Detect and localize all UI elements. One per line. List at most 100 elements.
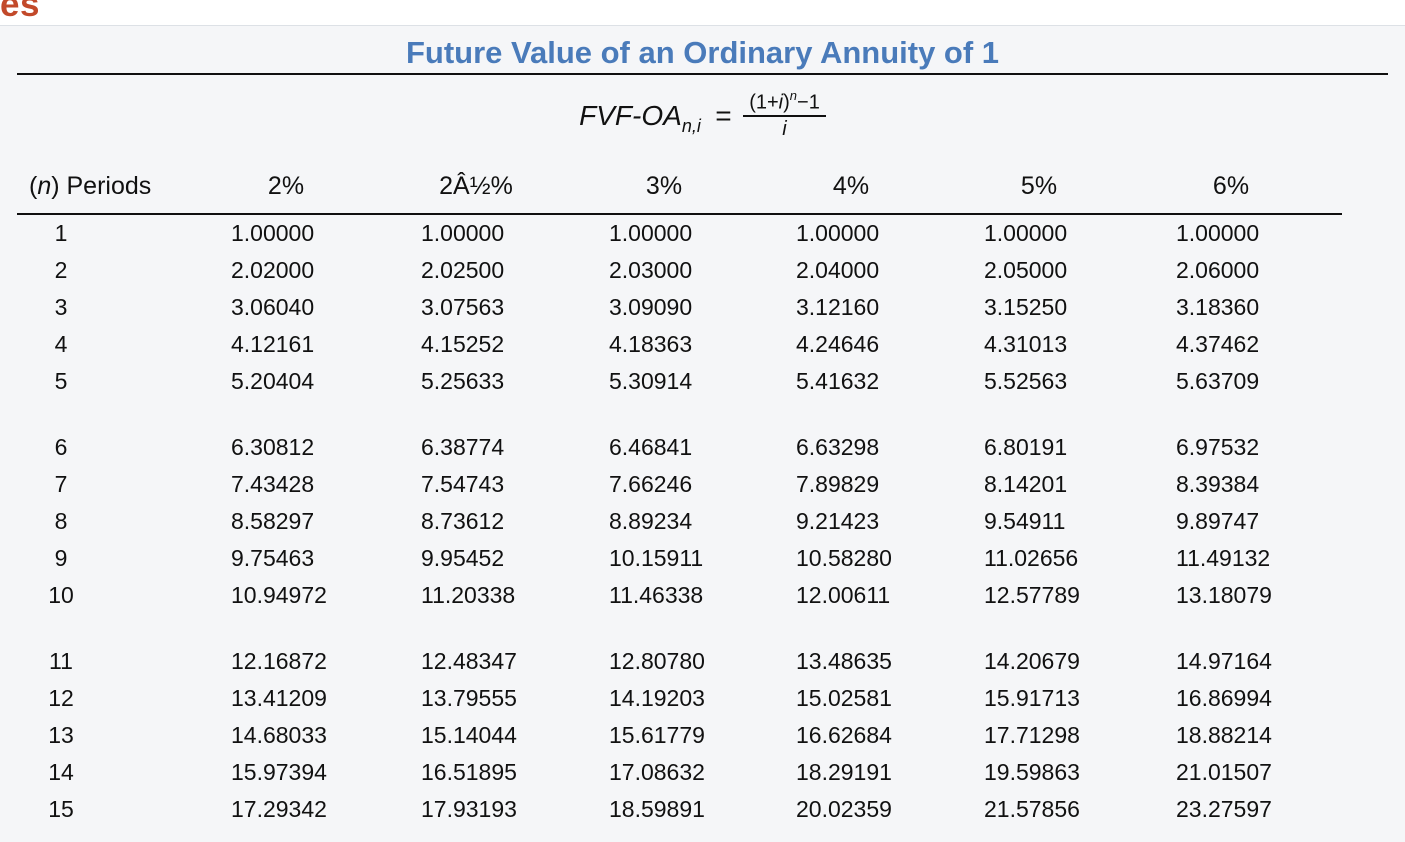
factor-value: 13.18079 — [1176, 582, 1272, 608]
value-cell: 3.18360 — [1143, 289, 1342, 326]
value-cell: 10.94972 — [198, 577, 388, 614]
factor-value: 16.86994 — [1176, 685, 1272, 711]
value-cell: 6.30812 — [198, 429, 388, 466]
value-cell: 12.16872 — [198, 643, 388, 680]
column-header-rate-4pct: 4% — [763, 155, 951, 215]
period-cell: 5 — [17, 363, 198, 400]
value-cell: 15.97394 — [198, 754, 388, 791]
table-header-row: (n) Periods 2% 2Â½% 3% 4% 5% — [17, 155, 1342, 215]
factor-value: 12.16872 — [231, 648, 327, 674]
factor-value: 21.57856 — [984, 796, 1080, 822]
value-cell: 5.52563 — [951, 363, 1143, 400]
factor-value: 18.29191 — [796, 759, 892, 785]
title-rule — [17, 73, 1388, 75]
column-header-rate-2pct: 2% — [198, 155, 388, 215]
value-cell: 6.97532 — [1143, 429, 1342, 466]
value-cell: 1.00000 — [576, 214, 763, 252]
factor-value: 2.02500 — [421, 257, 505, 283]
value-cell: 3.06040 — [198, 289, 388, 326]
value-cell: 18.88214 — [1143, 717, 1342, 754]
factor-value: 6.63298 — [796, 434, 880, 460]
value-cell: 3.07563 — [388, 289, 576, 326]
value-cell: 2.04000 — [763, 252, 951, 289]
factor-value: 10.15911 — [609, 545, 704, 571]
factor-value: 2.06000 — [1176, 257, 1260, 283]
value-cell: 12.80780 — [576, 643, 763, 680]
factor-value: 5.20404 — [231, 368, 315, 394]
factor-value: 14.19203 — [609, 685, 705, 711]
value-cell: 21.01507 — [1143, 754, 1342, 791]
period-cell: 6 — [17, 429, 198, 466]
value-cell: 14.20679 — [951, 643, 1143, 680]
page-heading-fragment: es — [0, 0, 40, 24]
factor-value: 5.63709 — [1176, 368, 1260, 394]
factor-value: 6.38774 — [421, 434, 505, 460]
factor-value: 15.91713 — [984, 685, 1080, 711]
table-row: 8 8.58297 8.73612 8.89234 9.21423 9.54911 9.89… — [17, 503, 1342, 540]
rate-header-label: 3% — [645, 172, 683, 200]
period-value: 13 — [48, 722, 74, 748]
factor-value: 17.71298 — [984, 722, 1080, 748]
value-cell: 16.51895 — [388, 754, 576, 791]
value-cell: 13.48635 — [763, 643, 951, 680]
table-row: 12 13.41209 13.79555 14.19203 15.02581 15.917… — [17, 680, 1342, 717]
value-cell: 8.58297 — [198, 503, 388, 540]
factor-value: 7.89829 — [796, 471, 880, 497]
factor-value: 1.00000 — [796, 220, 880, 246]
factor-value: 8.73612 — [421, 508, 505, 534]
value-cell: 18.29191 — [763, 754, 951, 791]
factor-value: 12.80780 — [609, 648, 705, 674]
table-row: 3 3.06040 3.07563 3.09090 3.12160 3.15250 3.18… — [17, 289, 1342, 326]
value-cell: 2.02000 — [198, 252, 388, 289]
period-value: 15 — [48, 796, 74, 822]
table-row: 10 10.94972 11.20338 11.46338 12.00611 12.577… — [17, 577, 1342, 614]
value-cell: 7.43428 — [198, 466, 388, 503]
factor-value: 4.15252 — [421, 331, 505, 357]
factor-value: 15.02581 — [796, 685, 892, 711]
periods-header-label: ) Periods — [51, 172, 152, 200]
period-value: 2 — [54, 257, 68, 283]
value-cell: 14.19203 — [576, 680, 763, 717]
factor-value: 8.14201 — [984, 471, 1068, 497]
formula-numerator-prefix: (1+ — [749, 91, 779, 114]
periods-header-variable: n — [37, 172, 52, 200]
factor-value: 3.06040 — [231, 294, 315, 320]
value-cell: 3.09090 — [576, 289, 763, 326]
factor-value: 4.24646 — [796, 331, 880, 357]
period-cell: 8 — [17, 503, 198, 540]
value-cell: 7.89829 — [763, 466, 951, 503]
value-cell: 17.71298 — [951, 717, 1143, 754]
group-spacer-row — [17, 614, 1342, 643]
value-cell: 15.91713 — [951, 680, 1143, 717]
period-value: 11 — [49, 648, 73, 674]
factor-value: 14.68033 — [231, 722, 327, 748]
value-cell: 9.54911 — [951, 503, 1143, 540]
value-cell: 23.27597 — [1143, 791, 1342, 828]
value-cell: 4.12161 — [198, 326, 388, 363]
factor-value: 16.62684 — [796, 722, 892, 748]
value-cell: 21.57856 — [951, 791, 1143, 828]
value-cell: 10.58280 — [763, 540, 951, 577]
factor-value: 17.29342 — [231, 796, 327, 822]
value-cell: 9.95452 — [388, 540, 576, 577]
factor-value: 4.12161 — [231, 331, 315, 357]
table-row: 2 2.02000 2.02500 2.03000 2.04000 2.05000 2.06… — [17, 252, 1342, 289]
value-cell: 15.14044 — [388, 717, 576, 754]
value-cell: 5.41632 — [763, 363, 951, 400]
period-cell: 10 — [17, 577, 198, 614]
factor-value: 13.41209 — [231, 685, 327, 711]
factor-value: 13.79555 — [421, 685, 517, 711]
table-row: 1 1.00000 1.00000 1.00000 1.00000 1.00000 1.00… — [17, 214, 1342, 252]
formula-numerator-variable: i — [778, 91, 784, 114]
period-value: 10 — [48, 582, 74, 608]
factor-value: 4.37462 — [1176, 331, 1260, 357]
formula-lhs: FVF-OAn,i — [579, 100, 701, 136]
rate-header-label: 4% — [832, 172, 870, 200]
formula-numerator-close-paren: ) — [783, 91, 790, 114]
value-cell: 11.46338 — [576, 577, 763, 614]
rate-header-label: 2% — [267, 172, 305, 200]
period-value: 12 — [48, 685, 74, 711]
factor-value: 15.14044 — [421, 722, 517, 748]
factor-value: 1.00000 — [421, 220, 505, 246]
value-cell: 2.05000 — [951, 252, 1143, 289]
